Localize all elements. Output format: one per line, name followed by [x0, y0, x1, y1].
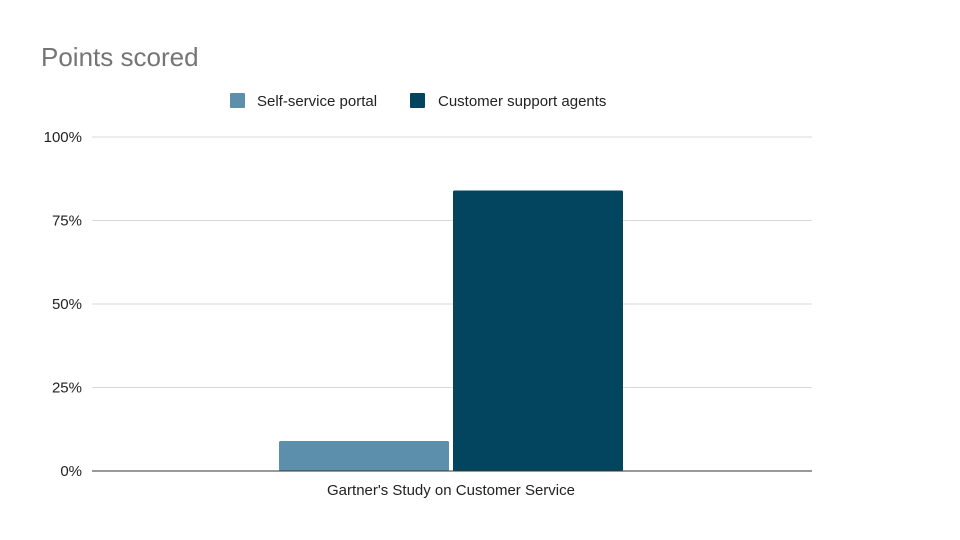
chart-title: Points scored — [41, 42, 199, 72]
bar-customer-support-agents — [453, 190, 623, 471]
legend-swatch-support-agents — [410, 93, 425, 108]
legend: Self-service portal Customer support age… — [230, 93, 606, 110]
legend-label-support-agents: Customer support agents — [438, 93, 606, 110]
bars — [279, 190, 623, 471]
y-tick-label: 0% — [60, 463, 82, 480]
x-category-label: Gartner's Study on Customer Service — [327, 482, 575, 499]
y-tick-label: 75% — [52, 213, 82, 230]
y-tick-label: 50% — [52, 296, 82, 313]
gridlines — [92, 136, 812, 388]
legend-swatch-self-service — [230, 93, 245, 108]
y-axis-ticks: 0% 25% 50% 75% 100% — [44, 129, 82, 480]
y-tick-label: 100% — [44, 129, 82, 146]
y-tick-label: 25% — [52, 380, 82, 397]
bar-self-service-portal — [279, 440, 449, 471]
legend-label-self-service: Self-service portal — [257, 93, 377, 110]
